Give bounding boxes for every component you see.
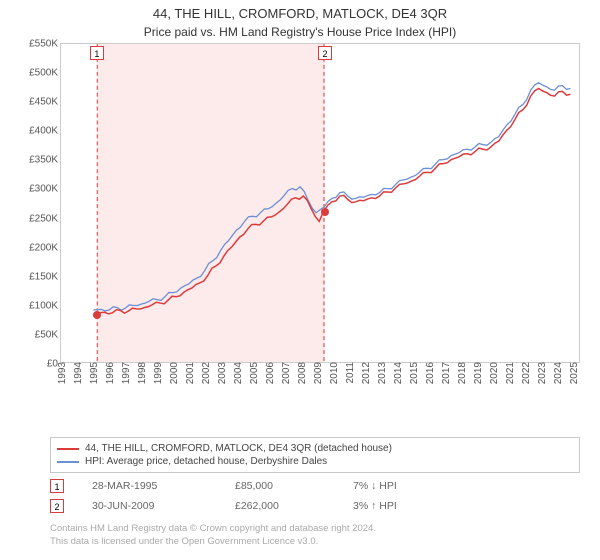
x-tick-label: 2001 (185, 362, 196, 384)
x-tick-label: 1999 (153, 362, 164, 384)
y-tick-label: £400K (29, 126, 61, 137)
chart-subtitle: Price paid vs. HM Land Registry's House … (0, 21, 600, 43)
y-tick-label: £200K (29, 242, 61, 253)
sale-price: £262,000 (235, 500, 325, 512)
footer-line-1: Contains HM Land Registry data © Crown c… (50, 523, 580, 536)
x-tick-label: 1994 (73, 362, 84, 384)
y-tick-label: £150K (29, 271, 61, 282)
sale-row-marker: 2 (50, 499, 64, 513)
footer-attribution: Contains HM Land Registry data © Crown c… (50, 523, 580, 549)
x-tick-label: 2004 (233, 362, 244, 384)
chart-container: 44, THE HILL, CROMFORD, MATLOCK, DE4 3QR… (0, 0, 600, 560)
legend-item: 44, THE HILL, CROMFORD, MATLOCK, DE4 3QR… (57, 442, 573, 455)
sale-marker-2: 2 (318, 46, 332, 60)
chart-title: 44, THE HILL, CROMFORD, MATLOCK, DE4 3QR (0, 0, 600, 21)
footer-line-2: This data is licensed under the Open Gov… (50, 536, 580, 549)
y-tick-label: £100K (29, 300, 61, 311)
y-tick-label: £450K (29, 97, 61, 108)
sale-row: 1 28-MAR-1995 £85,000 7% ↓ HPI (50, 479, 580, 493)
sale-row-marker: 1 (50, 479, 64, 493)
sales-table: 1 28-MAR-1995 £85,000 7% ↓ HPI 2 30-JUN-2009 £… (0, 479, 600, 513)
x-tick-label: 2011 (345, 362, 356, 384)
x-tick-label: 2007 (281, 362, 292, 384)
chart-area: £0£50K£100K£150K£200K£250K£300K£350K£400… (15, 43, 585, 399)
x-tick-label: 2022 (521, 362, 532, 384)
series-hpi (93, 83, 570, 311)
plot-area: £0£50K£100K£150K£200K£250K£300K£350K£400… (60, 43, 580, 363)
legend-swatch (57, 461, 79, 463)
sale-dot (321, 208, 329, 216)
x-tick-label: 2015 (409, 362, 420, 384)
sale-row: 2 30-JUN-2009 £262,000 3% ↑ HPI (50, 499, 580, 513)
x-tick-label: 2017 (441, 362, 452, 384)
x-tick-label: 1995 (89, 362, 100, 384)
x-tick-label: 2008 (297, 362, 308, 384)
x-tick-label: 2013 (377, 362, 388, 384)
chart-svg (61, 44, 579, 362)
x-tick-label: 2018 (457, 362, 468, 384)
legend-box: 44, THE HILL, CROMFORD, MATLOCK, DE4 3QR… (50, 437, 580, 473)
x-tick-label: 2020 (489, 362, 500, 384)
x-tick-label: 2023 (537, 362, 548, 384)
y-tick-label: £550K (29, 39, 61, 50)
sale-date: 30-JUN-2009 (92, 500, 207, 512)
x-tick-label: 2012 (361, 362, 372, 384)
x-tick-label: 1997 (121, 362, 132, 384)
x-tick-label: 1996 (105, 362, 116, 384)
x-tick-label: 2014 (393, 362, 404, 384)
x-tick-label: 2024 (553, 362, 564, 384)
sale-marker-1: 1 (90, 46, 104, 60)
sale-delta: 7% ↓ HPI (353, 480, 397, 492)
legend-label: HPI: Average price, detached house, Derb… (85, 456, 327, 467)
y-tick-label: £300K (29, 184, 61, 195)
x-tick-label: 2005 (249, 362, 260, 384)
sale-dot (93, 311, 101, 319)
x-tick-label: 2000 (169, 362, 180, 384)
x-tick-label: 2021 (505, 362, 516, 384)
x-tick-label: 2019 (473, 362, 484, 384)
y-tick-label: £500K (29, 68, 61, 79)
sale-delta: 3% ↑ HPI (353, 500, 397, 512)
x-tick-label: 2010 (329, 362, 340, 384)
legend-swatch (57, 448, 79, 450)
sale-price: £85,000 (235, 480, 325, 492)
x-tick-label: 2002 (201, 362, 212, 384)
x-tick-label: 2003 (217, 362, 228, 384)
x-tick-label: 2006 (265, 362, 276, 384)
x-tick-label: 1998 (137, 362, 148, 384)
x-tick-label: 2009 (313, 362, 324, 384)
y-tick-label: £350K (29, 155, 61, 166)
x-tick-label: 1993 (57, 362, 68, 384)
x-tick-label: 2016 (425, 362, 436, 384)
y-tick-label: £50K (35, 329, 61, 340)
legend-item: HPI: Average price, detached house, Derb… (57, 455, 573, 468)
series-property (97, 89, 570, 314)
y-tick-label: £250K (29, 213, 61, 224)
x-tick-label: 2025 (569, 362, 580, 384)
legend-label: 44, THE HILL, CROMFORD, MATLOCK, DE4 3QR… (85, 443, 392, 454)
sale-date: 28-MAR-1995 (92, 480, 207, 492)
